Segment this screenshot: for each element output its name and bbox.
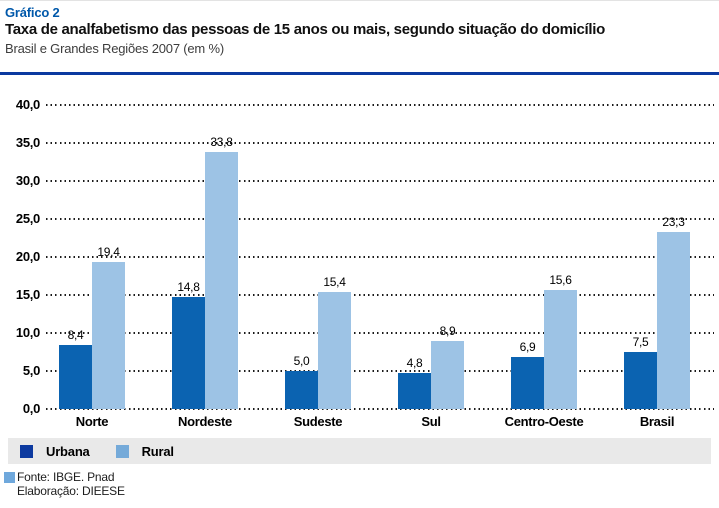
- y-tick-label: 0,0: [22, 401, 40, 416]
- bar-rural-sudeste: [318, 291, 351, 409]
- x-tick-label: Brasil: [639, 414, 675, 429]
- gridline: [46, 104, 714, 106]
- bar-urbana-centro-oeste: [511, 356, 544, 409]
- bar-urbana-sul: [398, 372, 431, 409]
- x-tick-label: Sul: [421, 414, 441, 429]
- bar-value-label: 7,5: [632, 335, 649, 349]
- legend-item-rural: Rural: [115, 443, 174, 459]
- gridline: [46, 256, 714, 258]
- legend-swatch-rural: [115, 444, 129, 458]
- plot-area: 8,4 19,4 14,8 33,8 5,0 15,4 4,8 8,9 6,9 15,6 7,5 23…: [46, 104, 714, 410]
- source-line: Fonte: IBGE. Pnad: [17, 470, 115, 484]
- gridline: [46, 218, 714, 220]
- gridline: [46, 294, 714, 296]
- x-tick-label: Sudeste: [293, 414, 343, 429]
- gridline: [46, 180, 714, 182]
- x-tick-label: Centro-Oeste: [504, 414, 584, 429]
- bar-value-label: 19,4: [97, 244, 120, 259]
- bar-urbana-brasil: [624, 352, 657, 409]
- source-note: Fonte: IBGE. Pnad Elaboração: DIEESE: [4, 470, 125, 498]
- gridline: [46, 332, 714, 334]
- elaboration-line: Elaboração: DIEESE: [17, 484, 125, 498]
- chart-kicker: Gráfico 2: [5, 5, 60, 20]
- x-tick-label: Norte: [75, 414, 109, 429]
- y-tick-label: 35,0: [15, 135, 40, 150]
- y-axis: 0,0 5,0 10,0 15,0 20,0 25,0 30,0 35,0 40,0: [0, 97, 40, 416]
- legend-item-urbana: Urbana: [20, 444, 90, 459]
- bar-value-label: 6,9: [519, 339, 536, 354]
- header-rule: [0, 72, 719, 75]
- bar-value-label: 33,8: [210, 135, 233, 150]
- source-bullet-icon: [4, 472, 15, 483]
- bar-urbana-norte: [59, 345, 92, 409]
- bar-value-label: 15,6: [549, 273, 572, 288]
- chart-title: Taxa de analfabetismo das pessoas de 15 …: [5, 21, 606, 38]
- gridline: [46, 142, 714, 144]
- bar-rural-norte: [92, 261, 125, 409]
- bar-value-label: 8,9: [439, 324, 456, 339]
- y-tick-label: 15,0: [15, 287, 40, 302]
- y-tick-label: 5,0: [22, 363, 40, 378]
- gridline: [46, 408, 714, 410]
- bar-urbana-nordeste: [172, 296, 205, 409]
- bar-value-label: 5,0: [293, 354, 310, 368]
- y-tick-label: 25,0: [15, 211, 40, 226]
- x-axis: Norte Nordeste Sudeste Sul Centro-Oeste Brasi…: [46, 414, 714, 432]
- chart-subtitle: Brasil e Grandes Regiões 2007 (em %): [5, 41, 224, 56]
- bar-rural-centro-oeste: [544, 290, 577, 409]
- y-tick-label: 30,0: [15, 173, 40, 188]
- bar-rural-nordeste: [205, 152, 238, 409]
- bar-value-label: 23,3: [662, 214, 685, 229]
- gridline: [46, 370, 714, 372]
- y-tick-label: 10,0: [15, 325, 40, 340]
- bar-value-label: 8,4: [67, 328, 84, 343]
- legend-label-rural: Rural: [141, 443, 174, 459]
- chart-legend: Urbana Rural: [8, 438, 711, 464]
- bar-value-label: 14,8: [177, 279, 200, 294]
- bar-rural-sul: [431, 341, 464, 409]
- y-tick-label: 20,0: [15, 249, 40, 264]
- bar-value-label: 15,4: [323, 274, 346, 289]
- x-tick-label: Nordeste: [178, 414, 232, 429]
- bar-urbana-sudeste: [285, 371, 318, 409]
- legend-swatch-urbana: [20, 444, 33, 458]
- bar-rural-brasil: [657, 231, 690, 409]
- y-tick-label: 40,0: [15, 97, 40, 112]
- legend-label-urbana: Urbana: [46, 443, 90, 459]
- bar-value-label: 4,8: [406, 355, 423, 370]
